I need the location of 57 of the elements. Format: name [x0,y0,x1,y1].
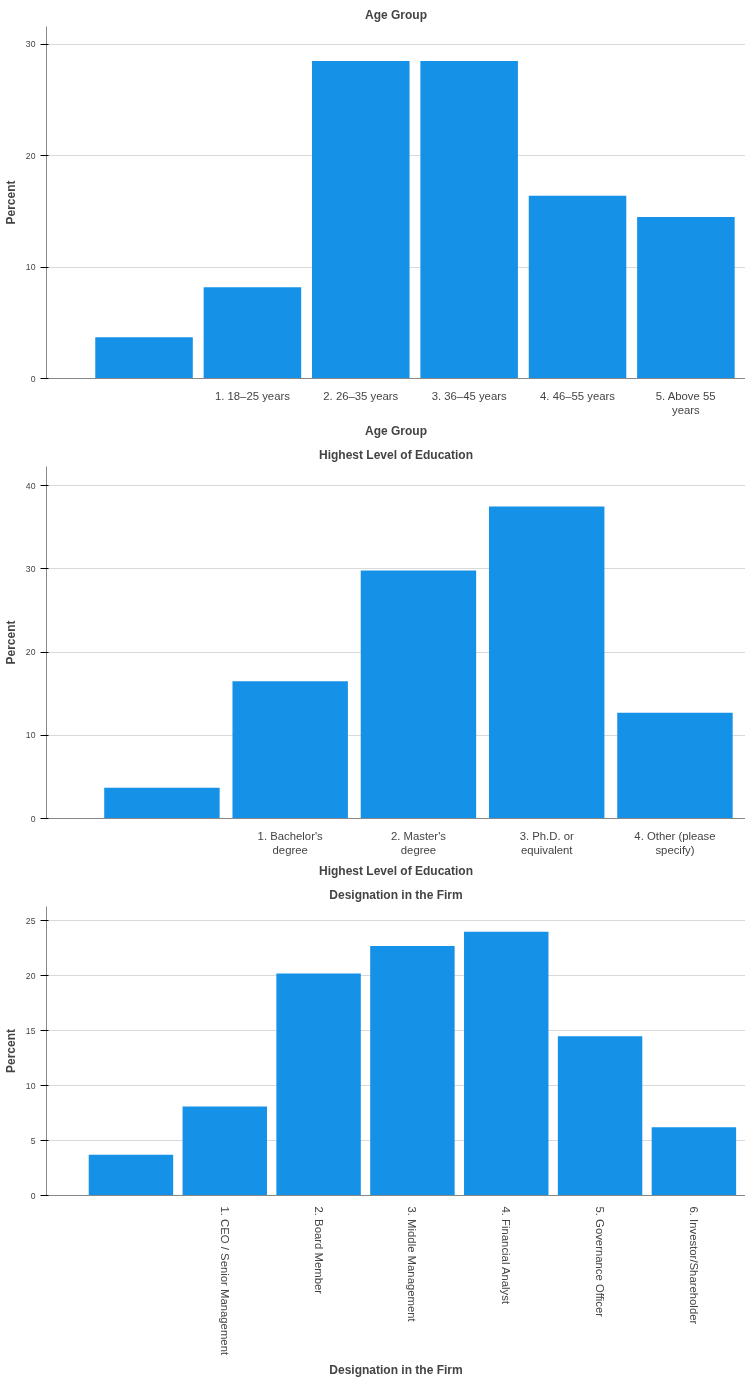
bar [232,681,348,819]
y-axis-title: Percent [3,620,18,665]
y-tick-label: 10 [25,1080,36,1091]
bar [312,61,410,379]
x-tick-label: 1. CEO / Senior Management [218,1206,231,1356]
bar [104,787,220,819]
y-tick-label: 20 [25,970,36,981]
x-tick-label: 3. Ph.D. or equivalent [519,829,574,856]
x-tick-label: 4. Financial Analyst [500,1206,513,1305]
x-tick-label: 4. Other (please specify) [634,829,716,856]
x-tick-label: 5. Above 55 years [655,389,716,416]
y-tick-label: 10 [25,262,36,273]
x-axis-title: Highest Level of Education [318,863,474,878]
bar [370,946,455,1196]
y-tick-label: 5 [30,1135,36,1146]
y-axis-title: Percent [3,180,18,225]
x-tick-label: 2. Board Member [312,1206,325,1295]
bar [637,216,735,379]
bar [203,287,302,379]
bar [557,1036,643,1196]
bar [651,1127,737,1196]
bar [420,61,518,379]
y-tick-label: 0 [30,813,36,824]
bar [182,1106,267,1196]
x-axis-title: Age Group [365,423,427,438]
bar [88,1154,174,1196]
y-tick-label: 0 [30,1190,36,1201]
y-tick-label: 40 [25,480,36,491]
y-tick-label: 20 [25,647,36,658]
bar [464,931,549,1196]
x-tick-label: 3. 36–45 years [431,389,507,402]
x-tick-label: 3. Middle Management [406,1206,419,1323]
y-tick-label: 10 [25,730,36,741]
chart-title: Designation in the Firm [329,887,463,902]
x-tick-label: 1. 18–25 years [214,389,291,402]
y-tick-label: 15 [25,1025,36,1036]
bar [95,337,193,379]
y-tick-label: 30 [25,39,36,50]
y-tick-label: 20 [25,150,36,161]
x-tick-label: 2. 26–35 years [323,389,399,402]
y-tick-label: 30 [25,563,36,574]
y-tick-label: 25 [25,915,36,926]
x-tick-label: 5. Governance Officer [594,1206,607,1318]
x-tick-label: 2. Master's degree [390,829,447,856]
y-axis-title: Percent [3,1028,18,1074]
bar [276,973,361,1196]
chart-title: Age Group [365,7,427,22]
chart-title: Highest Level of Education [318,447,474,462]
bar [360,570,477,819]
x-axis-title: Designation in the Firm [329,1363,463,1378]
bar [617,712,733,819]
x-tick-label: 6. Investor/Shareholder [687,1206,700,1325]
y-tick-label: 0 [30,373,36,384]
x-tick-label: 1. Bachelor's degree [257,829,324,856]
x-tick-label: 4. 46–55 years [540,389,616,402]
bar [528,195,627,379]
bar [488,506,605,819]
